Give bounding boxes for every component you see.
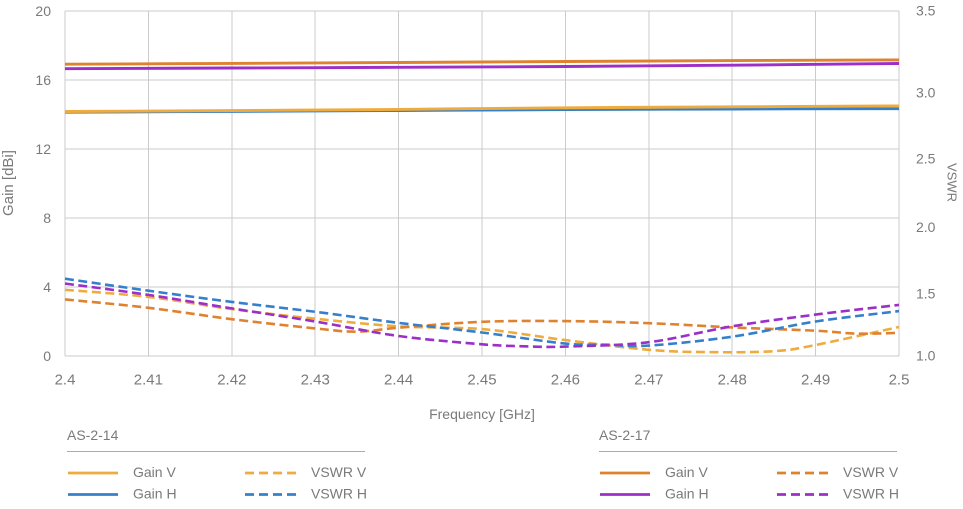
svg-text:2.4: 2.4 xyxy=(55,372,76,389)
svg-text:4: 4 xyxy=(43,279,51,295)
svg-text:2.43: 2.43 xyxy=(301,372,330,389)
svg-text:2.5: 2.5 xyxy=(916,151,936,167)
svg-text:0: 0 xyxy=(43,348,51,364)
svg-text:VSWR: VSWR xyxy=(945,163,960,202)
svg-text:Gain V: Gain V xyxy=(665,464,708,480)
svg-text:2.46: 2.46 xyxy=(551,372,580,389)
svg-text:Frequency [GHz]: Frequency [GHz] xyxy=(429,406,535,422)
svg-text:2.48: 2.48 xyxy=(718,372,747,389)
svg-text:2.5: 2.5 xyxy=(889,372,910,389)
svg-text:8: 8 xyxy=(43,210,51,226)
svg-text:VSWR V: VSWR V xyxy=(311,464,367,480)
svg-text:1.5: 1.5 xyxy=(916,285,936,301)
svg-text:2.47: 2.47 xyxy=(634,372,663,389)
svg-text:AS-2-17: AS-2-17 xyxy=(599,427,651,443)
svg-text:Gain V: Gain V xyxy=(133,464,176,480)
svg-text:VSWR H: VSWR H xyxy=(311,486,367,502)
svg-text:2.42: 2.42 xyxy=(217,372,246,389)
svg-text:16: 16 xyxy=(35,72,51,88)
svg-text:VSWR H: VSWR H xyxy=(843,486,899,502)
svg-text:2.44: 2.44 xyxy=(384,372,413,389)
svg-text:20: 20 xyxy=(35,3,51,19)
svg-text:2.45: 2.45 xyxy=(467,372,496,389)
svg-text:VSWR V: VSWR V xyxy=(843,464,899,480)
svg-text:3.5: 3.5 xyxy=(916,2,936,18)
svg-text:AS-2-14: AS-2-14 xyxy=(67,427,119,443)
svg-text:2.41: 2.41 xyxy=(134,372,163,389)
svg-text:1.0: 1.0 xyxy=(916,348,936,364)
svg-text:Gain H: Gain H xyxy=(665,486,709,502)
svg-text:2.49: 2.49 xyxy=(801,372,830,389)
svg-text:12: 12 xyxy=(35,141,51,157)
svg-text:3.0: 3.0 xyxy=(916,85,936,101)
svg-text:Gain H: Gain H xyxy=(133,486,177,502)
svg-text:2.0: 2.0 xyxy=(916,219,936,235)
svg-text:Gain [dBi]: Gain [dBi] xyxy=(0,150,17,216)
